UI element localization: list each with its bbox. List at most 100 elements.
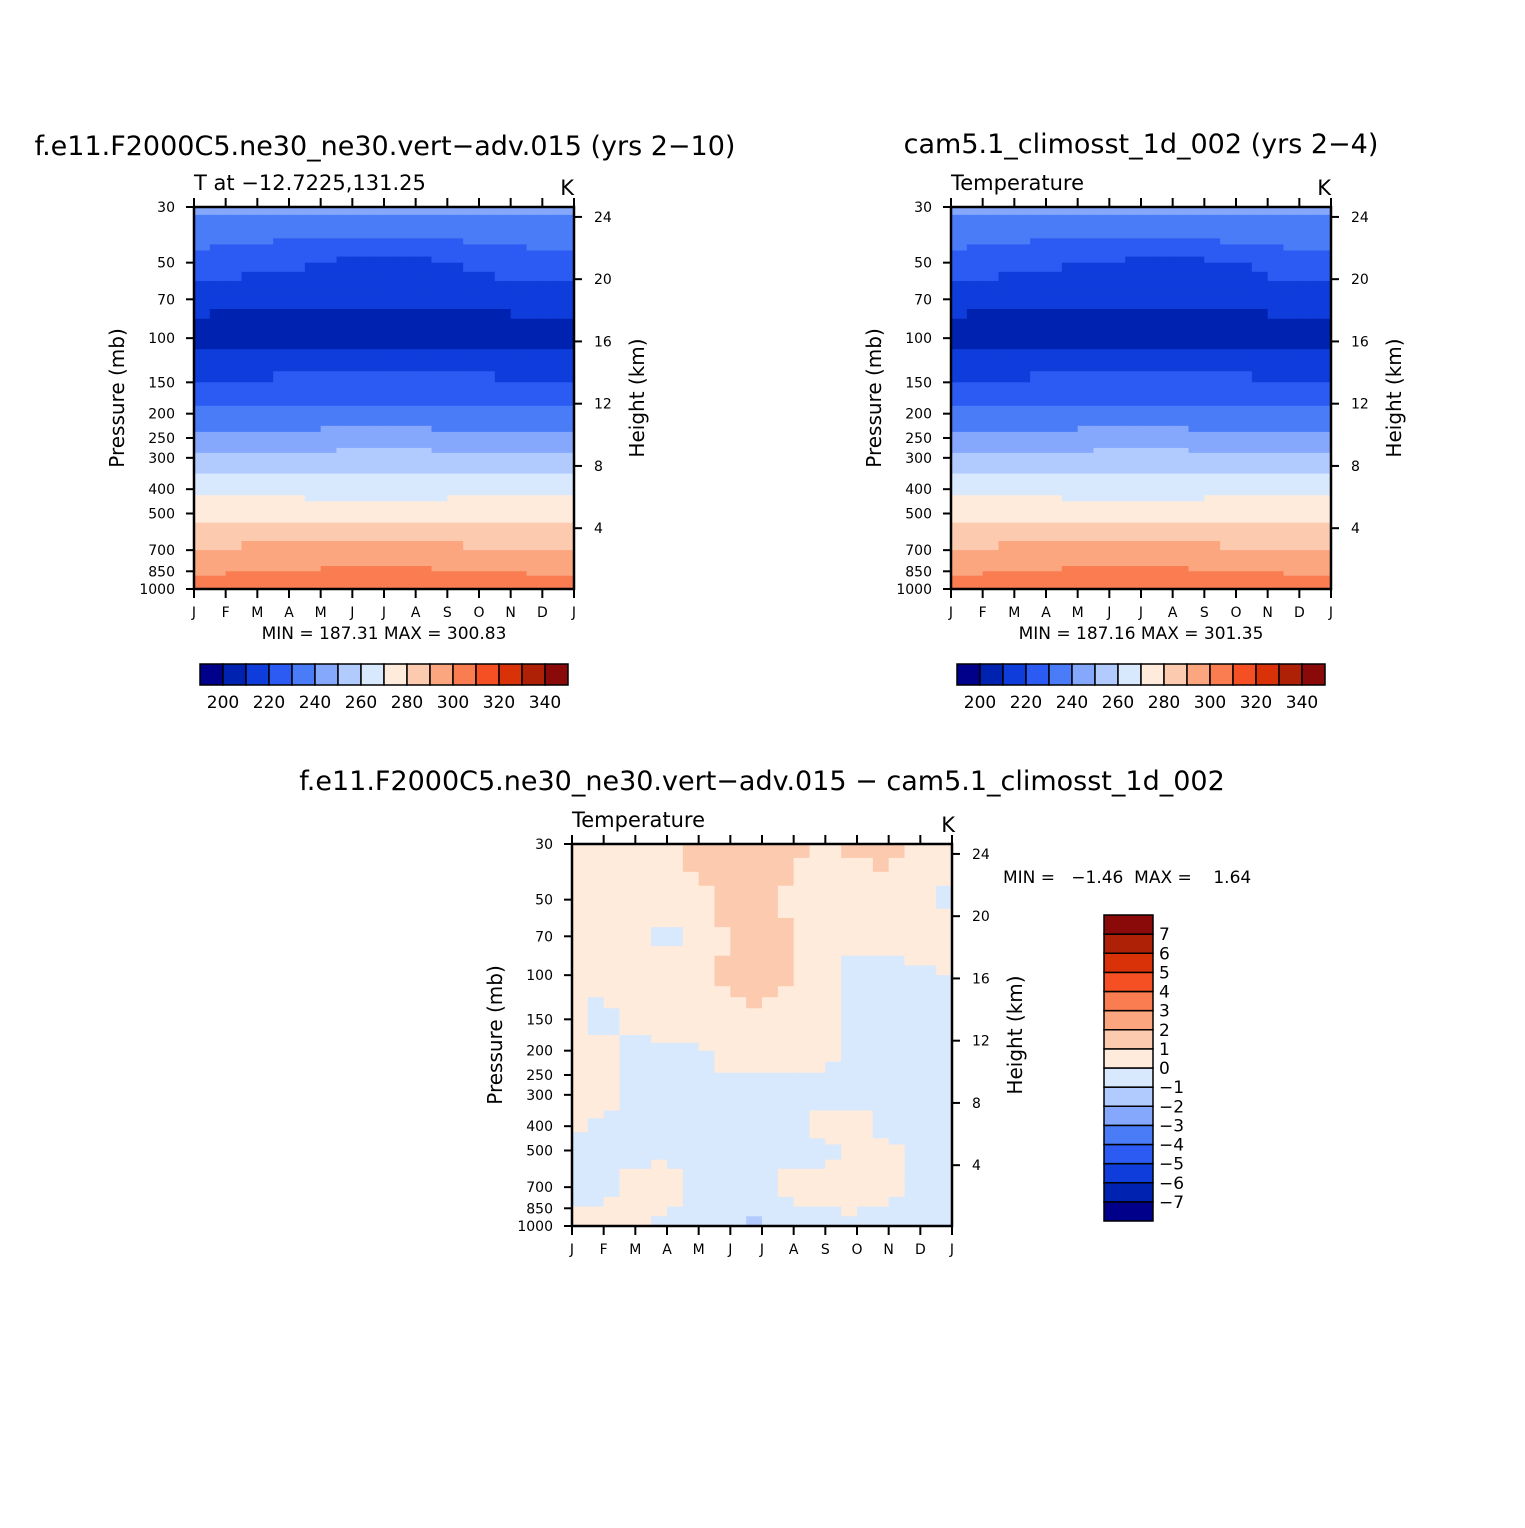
contour-cell <box>1204 457 1221 467</box>
contour-cell <box>289 540 306 551</box>
contour-cell <box>1046 507 1063 515</box>
contour-cell <box>558 244 574 252</box>
contour-cell <box>1046 398 1063 407</box>
contour-cell <box>447 338 464 350</box>
contour-cell <box>526 390 543 399</box>
contour-cell <box>1061 338 1079 350</box>
contour-cell <box>447 495 464 502</box>
x-tick-label: M <box>1008 605 1020 621</box>
contour-cell <box>841 1083 858 1096</box>
contour-cell <box>667 975 684 987</box>
contour-cell <box>966 271 984 282</box>
contour-cell <box>951 447 952 454</box>
contour-cell <box>1077 501 1095 509</box>
contour-cell <box>273 457 290 467</box>
contour-cell <box>966 437 984 444</box>
contour-cell <box>1014 244 1031 252</box>
contour-cell <box>682 1138 700 1146</box>
contour-cell <box>904 1126 921 1133</box>
contour-cell <box>415 244 433 252</box>
contour-cell <box>352 566 369 572</box>
contour-cell <box>241 575 258 581</box>
contour-cell <box>1077 309 1095 320</box>
contour-cell <box>904 1027 921 1036</box>
contour-cell <box>494 495 512 502</box>
contour-cell <box>558 413 574 421</box>
contour-cell <box>982 349 1000 361</box>
contour-cell <box>336 447 353 454</box>
contour-cell <box>1061 531 1079 542</box>
contour-cell <box>463 425 480 433</box>
contour-cell <box>1061 256 1079 264</box>
contour-cell <box>603 997 621 1009</box>
contour-cell <box>447 431 464 439</box>
contour-cell <box>825 1083 842 1096</box>
contour-cell <box>1077 580 1095 586</box>
contour-cell <box>572 1050 589 1063</box>
contour-cell <box>1125 230 1142 239</box>
contour-cell <box>1188 262 1205 273</box>
contour-cell <box>762 1019 779 1028</box>
contour-cell <box>1188 560 1205 567</box>
contour-cell <box>793 1094 811 1104</box>
contour-cell <box>241 214 258 224</box>
contour-cell <box>1172 513 1190 524</box>
contour-cell <box>368 566 385 572</box>
contour-cell <box>558 238 574 246</box>
contour-cell <box>572 1027 589 1036</box>
contour-cell <box>1299 371 1316 383</box>
contour-cell <box>1315 222 1331 232</box>
contour-cell <box>542 550 559 557</box>
contour-cell <box>587 1083 605 1096</box>
contour-cell <box>289 473 306 482</box>
contour-cell <box>526 447 543 454</box>
contour-cell <box>494 555 512 562</box>
contour-cell <box>841 1206 858 1217</box>
contour-cell <box>415 230 433 239</box>
contour-cell <box>682 1132 700 1139</box>
contour-cell <box>572 1072 589 1085</box>
contour-cell <box>904 1144 921 1152</box>
contour-cell <box>809 1019 826 1028</box>
contour-cell <box>1299 398 1316 407</box>
contour-cell <box>1156 238 1174 246</box>
contour-cell <box>730 857 747 873</box>
contour-cell <box>558 580 574 586</box>
contour-cell <box>1283 230 1300 239</box>
contour-cell <box>368 299 385 310</box>
contour-cell <box>431 390 448 399</box>
contour-cell <box>1172 571 1190 577</box>
contour-cell <box>209 442 227 449</box>
contour-cell <box>510 566 528 572</box>
colorbar-label: 260 <box>345 693 377 713</box>
contour-cell <box>1299 349 1316 361</box>
y-tick-label: 200 <box>905 407 932 423</box>
contour-cell <box>1283 262 1300 273</box>
contour-cell <box>825 1019 842 1028</box>
contour-cell <box>872 917 890 928</box>
contour-cell <box>447 207 464 216</box>
contour-cell <box>431 452 448 459</box>
contour-cell <box>289 390 306 399</box>
contour-cell <box>857 1083 874 1096</box>
contour-cell <box>793 1019 811 1028</box>
contour-cell <box>447 560 464 567</box>
contour-cell <box>1061 501 1079 509</box>
contour-cell <box>1236 584 1253 589</box>
contour-cell <box>1204 489 1221 496</box>
contour-cell <box>558 437 574 444</box>
contour-cell <box>1172 405 1190 415</box>
contour-cell <box>1093 431 1110 439</box>
contour-cell <box>982 555 1000 562</box>
contour-cell <box>1077 290 1095 300</box>
contour-cell <box>572 955 589 967</box>
contour-cell <box>714 936 731 947</box>
contour-cell <box>1299 328 1316 339</box>
contour-cell <box>273 540 290 551</box>
contour-cell <box>1156 580 1174 586</box>
contour-cell <box>399 580 417 586</box>
contour-cell <box>1172 256 1190 264</box>
contour-cell <box>273 580 290 586</box>
contour-cell <box>194 244 211 252</box>
colorbar-swatch <box>521 663 546 686</box>
